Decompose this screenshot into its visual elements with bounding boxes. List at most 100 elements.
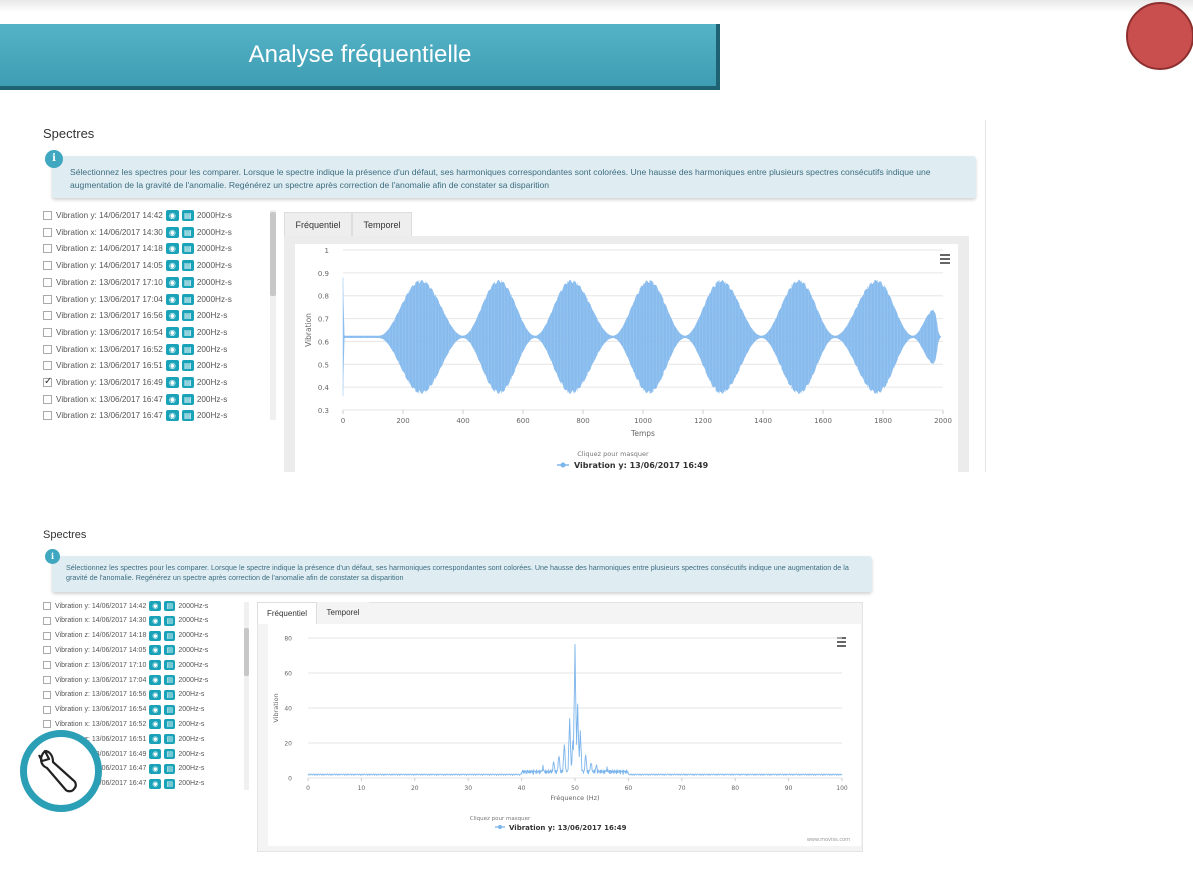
spectrum-checkbox[interactable] [43,361,52,371]
chart-view-icon[interactable]: ◉ [165,343,179,355]
chart-view-icon[interactable]: ◉ [165,276,179,288]
spectrum-checkbox[interactable] [43,631,51,640]
document-icon[interactable]: ▤ [181,360,194,372]
document-icon[interactable]: ▤ [164,689,176,700]
tab-temporel-top[interactable]: Temporel [352,212,412,237]
chart-view-icon[interactable]: ◉ [149,630,162,641]
chart-view-icon[interactable]: ◉ [149,749,162,759]
document-icon[interactable]: ▤ [164,734,176,745]
tool-button[interactable] [20,730,102,812]
chart-view-icon[interactable]: ◉ [149,763,162,774]
top-shadow [0,0,1193,12]
document-icon[interactable]: ▤ [164,763,176,774]
chart-view-icon[interactable]: ◉ [149,778,162,789]
document-icon[interactable]: ▤ [164,645,176,656]
spectrum-label: Vibration z: 13/06/2017 16:51 [56,361,163,371]
chart-view-icon[interactable]: ◉ [149,601,162,611]
time-chart: 0.3 0.4 0.5 0.6 0.7 0.8 0.9 1 0 200 400 600 800 1000 1… [304,247,952,470]
spectrum-checkbox[interactable] [43,646,51,655]
x-axis-label: Fréquence (Hz) [550,794,599,802]
spectrum-rate: 2000Hz-s [196,261,232,271]
spectrum-checkbox[interactable] [43,311,52,321]
spectrum-checkbox[interactable] [43,661,51,670]
chart-view-icon[interactable]: ◉ [165,243,179,255]
document-icon[interactable]: ▤ [181,310,194,322]
scrollbar-thumb-bottom[interactable] [244,628,249,676]
document-icon[interactable]: ▤ [164,601,176,611]
document-icon[interactable]: ▤ [181,260,194,272]
legend-item: Vibration y: 13/06/2017 16:49 [509,824,627,832]
document-icon[interactable]: ▤ [164,719,176,730]
chart-view-icon[interactable]: ◉ [149,704,162,715]
spectrum-label: Vibration y: 13/06/2017 16:49 [56,378,163,387]
y-tick-label: 0 [288,776,292,783]
chart-view-icon[interactable]: ◉ [149,615,162,626]
scrollbar-top[interactable] [270,210,276,420]
document-icon[interactable]: ▤ [181,276,194,288]
spectrum-rate: 200Hz-s [178,750,205,758]
chart-view-icon[interactable]: ◉ [165,260,179,272]
chart-view-icon[interactable]: ◉ [165,226,179,238]
document-icon[interactable]: ▤ [181,410,194,422]
status-indicator[interactable] [1126,2,1193,70]
document-icon[interactable]: ▤ [164,615,176,626]
list-item: Vibration y: 14/06/2017 14:42 ◉ ▤ 2000Hz-s [43,601,208,611]
chart-view-icon[interactable]: ◉ [165,310,179,322]
document-icon[interactable]: ▤ [181,293,194,305]
chart-view-icon[interactable]: ◉ [165,393,179,405]
document-icon[interactable]: ▤ [164,704,176,715]
spectrum-checkbox[interactable] [43,676,51,684]
spectrum-checkbox[interactable] [43,602,51,610]
spectrum-checkbox[interactable] [43,244,52,254]
chart-view-icon[interactable]: ◉ [165,326,179,338]
document-icon[interactable]: ▤ [181,210,194,221]
document-icon[interactable]: ▤ [181,343,194,355]
spectrum-checkbox[interactable] [43,211,52,220]
spectrum-checkbox[interactable] [43,394,52,404]
chart-view-icon[interactable]: ◉ [149,689,162,700]
document-icon[interactable]: ▤ [164,660,176,671]
chart-view-icon[interactable]: ◉ [165,377,179,388]
chart-view-icon[interactable]: ◉ [149,734,162,745]
spectrum-checkbox[interactable] [43,616,51,625]
tab-temporel-bottom[interactable]: Temporel [317,602,369,623]
document-icon[interactable]: ▤ [164,749,176,759]
spectrum-checkbox[interactable] [43,344,52,354]
chart-view-icon[interactable]: ◉ [165,410,179,422]
scrollbar-bottom[interactable] [244,602,249,790]
tab-frequentiel-top[interactable]: Fréquentiel [284,212,352,236]
spectrum-checkbox[interactable] [43,227,52,237]
document-icon[interactable]: ▤ [181,326,194,338]
chart-view-icon[interactable]: ◉ [149,660,162,671]
x-tick-label: 200 [396,417,409,425]
spectrum-checkbox[interactable] [43,261,52,271]
spectrum-checkbox[interactable] [43,705,51,714]
info-icon-top: i [45,150,63,168]
spectrum-checkbox[interactable] [43,690,51,699]
hamburger-menu-icon[interactable] [940,254,950,266]
document-icon[interactable]: ▤ [181,377,194,388]
x-tick-label: 600 [516,417,529,425]
document-icon[interactable]: ▤ [164,675,176,685]
document-icon[interactable]: ▤ [164,778,176,789]
chart-view-icon[interactable]: ◉ [165,360,179,372]
document-icon[interactable]: ▤ [181,226,194,238]
spectrum-rate: 2000Hz-s [196,294,232,304]
document-icon[interactable]: ▤ [181,243,194,255]
spectrum-checkbox[interactable] [43,327,52,337]
list-item: Vibration z: 14/06/2017 14:18 ◉ ▤ 2000Hz-s [43,243,232,255]
spectrum-checkbox[interactable] [43,376,52,387]
spectrum-checkbox[interactable] [43,411,52,421]
tab-frequentiel-bottom[interactable]: Fréquentiel [257,602,317,624]
document-icon[interactable]: ▤ [164,630,176,641]
spectrum-checkbox[interactable] [43,294,52,304]
chart-view-icon[interactable]: ◉ [149,719,162,730]
chart-view-icon[interactable]: ◉ [165,293,179,305]
spectrum-checkbox[interactable] [43,720,51,729]
document-icon[interactable]: ▤ [181,393,194,405]
chart-view-icon[interactable]: ◉ [165,210,179,221]
spectrum-checkbox[interactable] [43,277,52,287]
chart-view-icon[interactable]: ◉ [149,645,162,656]
scrollbar-thumb-top[interactable] [270,212,276,296]
chart-view-icon[interactable]: ◉ [149,675,162,685]
